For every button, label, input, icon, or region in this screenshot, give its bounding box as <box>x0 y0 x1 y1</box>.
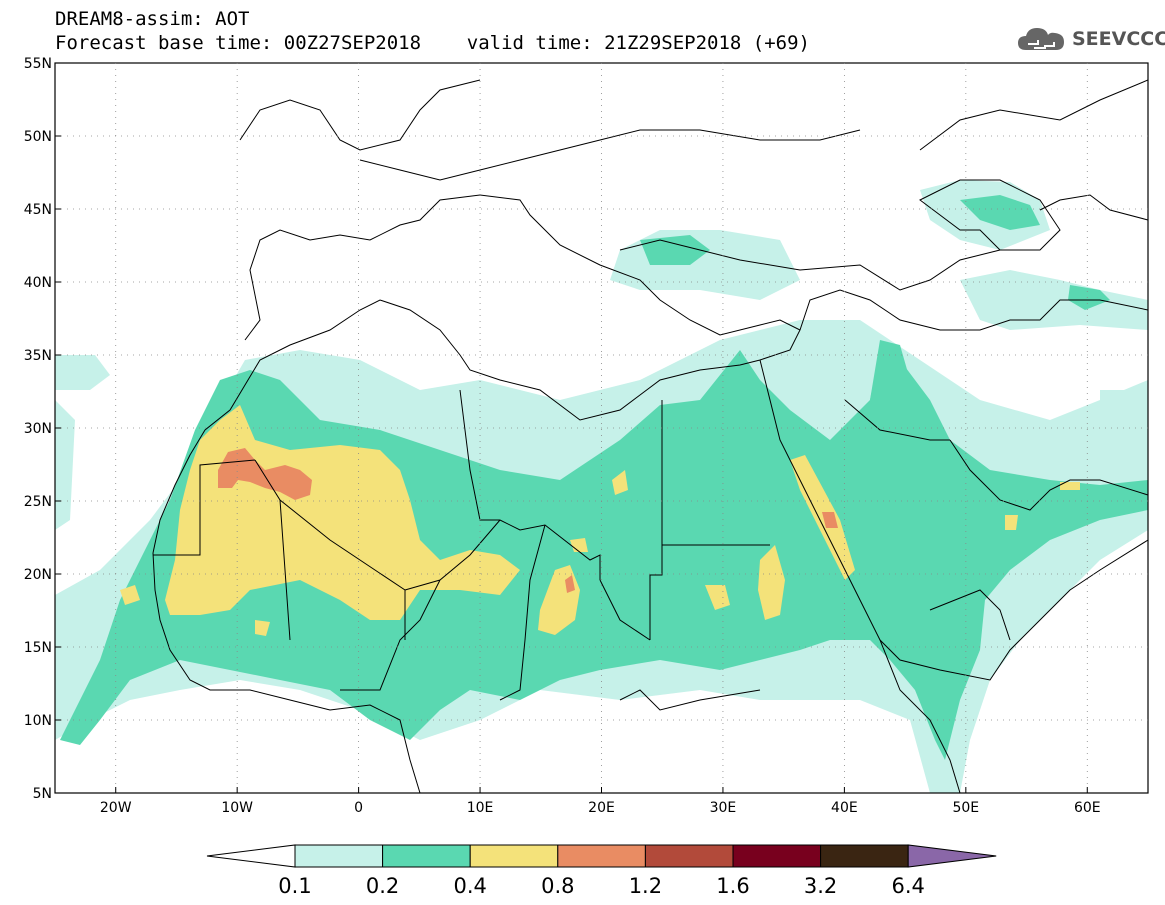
colorbar-label: 6.4 <box>891 874 924 898</box>
lat-tick-label: 5N <box>33 786 52 802</box>
lon-tick-label: 0 <box>354 800 363 816</box>
colorbar-label: 1.6 <box>716 874 749 898</box>
lat-tick-label: 35N <box>24 348 52 364</box>
colorbar-label: 0.2 <box>366 874 399 898</box>
lon-tick-label: 50E <box>952 800 979 816</box>
colorbar-label: 0.1 <box>278 874 311 898</box>
lat-tick-label: 40N <box>24 275 52 291</box>
lat-tick-label: 30N <box>24 421 52 437</box>
lon-tick-label: 30E <box>710 800 737 816</box>
lat-tick-label: 25N <box>24 494 52 510</box>
chart-title: DREAM8-assim: AOT <box>55 8 250 30</box>
lat-tick-label: 20N <box>24 567 52 583</box>
chart-subtitle: Forecast base time: 00Z27SEP2018 valid t… <box>55 32 810 54</box>
lat-tick-label: 15N <box>24 640 52 656</box>
lon-tick-label: 20W <box>100 800 132 816</box>
colorbar-arrow-high <box>907 844 997 868</box>
colorbar-label: 3.2 <box>804 874 837 898</box>
lat-tick-label: 10N <box>24 713 52 729</box>
colorbar-box <box>294 844 384 868</box>
colorbar-arrow-low <box>206 844 296 868</box>
colorbar-label: 0.8 <box>541 874 574 898</box>
lon-tick-label: 60E <box>1074 800 1101 816</box>
cloud-icon <box>1018 28 1064 50</box>
colorbar-box <box>469 844 559 868</box>
lat-tick-label: 50N <box>24 129 52 145</box>
lon-tick-label: 40E <box>831 800 858 816</box>
colorbar: 0.1 0.2 0.4 0.8 1.2 1.6 3.2 6.4 <box>206 844 997 898</box>
aot-contours <box>55 180 1148 793</box>
colorbar-label: 1.2 <box>629 874 662 898</box>
logo-text: SEEVCCC <box>1072 28 1165 50</box>
colorbar-box <box>557 844 646 868</box>
colorbar-box <box>644 844 734 868</box>
lat-tick-label: 45N <box>24 202 52 218</box>
axis-ticks: 20W 10W 0 10E 20E 30E 40E 50E 60E 55N 50N 45N 40N 35N… <box>24 56 1101 816</box>
colorbar-box <box>732 844 822 868</box>
lon-tick-label: 10E <box>467 800 494 816</box>
lon-tick-label: 20E <box>588 800 615 816</box>
colorbar-box <box>382 844 471 868</box>
colorbar-box <box>820 844 909 868</box>
lat-tick-label: 55N <box>24 56 52 72</box>
borders <box>152 79 1148 793</box>
colorbar-label: 0.4 <box>453 874 486 898</box>
lon-tick-label: 10W <box>221 800 253 816</box>
map-grid <box>55 63 1148 793</box>
seevccc-logo: SEEVCCC <box>1016 24 1165 54</box>
